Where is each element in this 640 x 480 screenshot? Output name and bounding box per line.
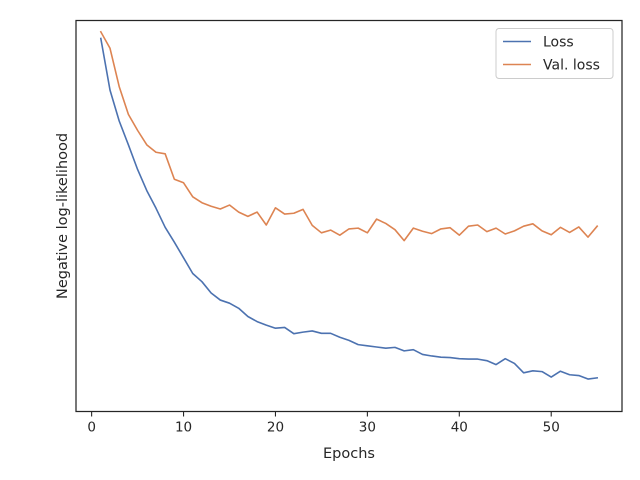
series-line-loss <box>99 37 599 380</box>
x-tick-label: 20 <box>267 420 284 436</box>
x-tick-label: 30 <box>359 420 376 436</box>
legend: Loss Val. loss <box>495 28 614 79</box>
legend-label: Val. loss <box>543 58 600 74</box>
plot-frame <box>75 19 623 413</box>
legend-label: Loss <box>543 35 574 51</box>
x-tick-label: 40 <box>451 420 468 436</box>
x-tick-label: 50 <box>543 420 560 436</box>
x-tick-label: 0 <box>87 420 96 436</box>
x-axis-label: Epochs <box>323 446 375 462</box>
x-axis-ticks: 0 10 20 30 40 50 <box>87 411 560 436</box>
series-line-val-loss <box>99 30 599 242</box>
y-axis-label: Negative log-likelihood <box>55 133 71 299</box>
x-tick-label: 10 <box>175 420 192 436</box>
series-layer <box>99 30 599 380</box>
